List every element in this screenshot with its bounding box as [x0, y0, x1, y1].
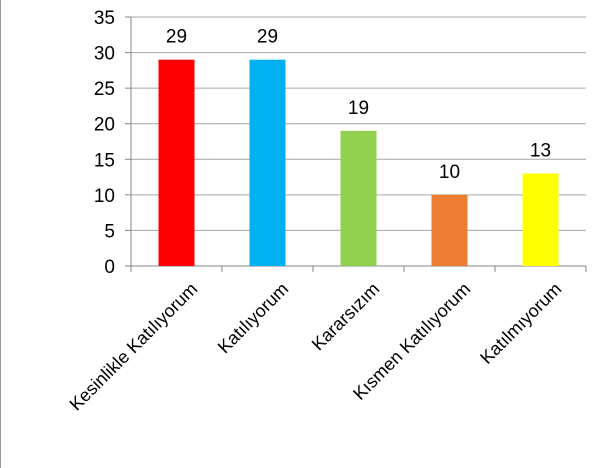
bar	[431, 194, 468, 266]
axes: 0 5 10 15 20 25 30 35	[94, 8, 587, 278]
y-tick-label: 5	[104, 221, 115, 242]
data-label: 19	[348, 98, 369, 119]
data-labels: 29 29 19 10 13	[166, 27, 551, 183]
x-tick-label: Katılmıyorum	[476, 279, 565, 368]
category-labels: Kesinlikle Katılıyorum Katılıyorum Kararsı…	[66, 279, 566, 415]
bars	[158, 59, 559, 266]
bar	[522, 173, 559, 266]
data-label: 13	[530, 141, 551, 162]
data-label: 10	[439, 162, 460, 183]
data-label: 29	[166, 27, 187, 48]
x-tick-label: Kararsızım	[308, 279, 384, 355]
y-tick-label: 25	[94, 79, 115, 100]
bar	[249, 59, 286, 266]
bar	[340, 130, 377, 266]
y-tick-label: 10	[94, 186, 115, 207]
y-tick-label: 30	[94, 44, 115, 65]
data-label: 29	[257, 27, 278, 48]
y-tick-label: 15	[94, 150, 115, 171]
bar	[158, 59, 195, 266]
y-tick-label: 20	[94, 115, 115, 136]
x-tick-label: Katılıyorum	[214, 279, 293, 358]
y-tick-label: 0	[104, 257, 115, 278]
x-tick-label: Kesinlikle Katılıyorum	[66, 279, 202, 415]
y-tick-label: 35	[94, 8, 115, 29]
